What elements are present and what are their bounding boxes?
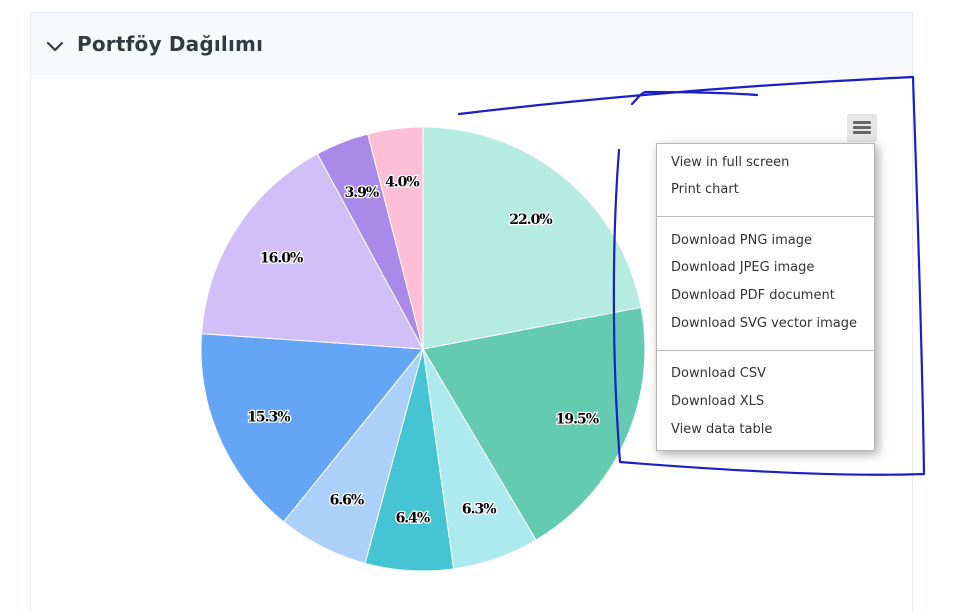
data-label: 16.0% (260, 251, 303, 267)
chevron-down-icon[interactable] (45, 37, 65, 57)
menu-item-download-pdf[interactable]: Download PDF document (671, 288, 835, 303)
menu-item-download-xls[interactable]: Download XLS (671, 394, 765, 409)
hamburger-icon-bar (853, 131, 871, 134)
pie-slice[interactable] (367, 126, 424, 350)
data-label: 4.0% (385, 175, 419, 191)
data-label: 22.0% (509, 212, 552, 228)
pie-slice[interactable] (200, 333, 424, 523)
hamburger-icon (853, 121, 871, 124)
menu-separator (657, 216, 874, 217)
pie-slice[interactable] (200, 153, 424, 350)
data-label: 6.6% (330, 492, 364, 508)
menu-item-download-jpeg[interactable]: Download JPEG image (671, 260, 815, 275)
data-label: 3.9% (345, 185, 379, 201)
menu-item-download-png[interactable]: Download PNG image (671, 233, 813, 248)
chart-menu-button[interactable] (847, 114, 877, 142)
menu-item-view-data-table[interactable]: View data table (671, 422, 773, 437)
hamburger-icon-bar (853, 126, 871, 129)
panel-title: Portföy Dağılımı (77, 32, 264, 56)
menu-item-view-full-screen[interactable]: View in full screen (671, 155, 790, 170)
menu-item-download-svg[interactable]: Download SVG vector image (671, 316, 857, 331)
export-menu: View in full screen Print chart Download… (656, 143, 875, 451)
menu-item-download-csv[interactable]: Download CSV (671, 366, 766, 381)
data-label: 15.3% (247, 410, 290, 426)
pie-slices (200, 126, 646, 572)
menu-item-print-chart[interactable]: Print chart (671, 182, 739, 197)
menu-separator (657, 350, 874, 351)
data-label: 19.5% (556, 411, 599, 427)
data-label: 6.4% (396, 510, 430, 526)
data-label: 6.3% (462, 501, 496, 517)
panel-header[interactable]: Portföy Dağılımı (31, 13, 912, 79)
